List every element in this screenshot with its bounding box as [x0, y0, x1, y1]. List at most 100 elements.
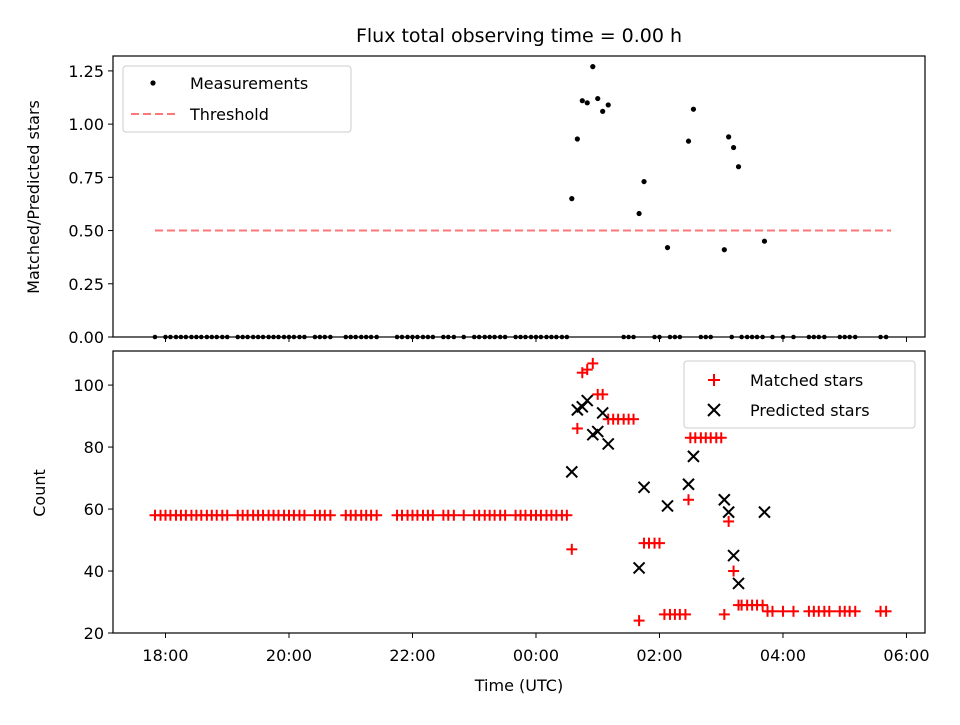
measurement-point	[761, 238, 768, 244]
bottom-x-tick-label: 02:00	[636, 646, 682, 665]
matched-star-point	[571, 422, 583, 434]
predicted-star-point	[591, 425, 604, 438]
matched-star-point	[324, 509, 336, 521]
matched-star-point	[221, 509, 233, 521]
bottom-x-tick-label: 20:00	[266, 646, 312, 665]
matched-star-point	[566, 543, 578, 555]
matched-star-point	[757, 599, 769, 611]
predicted-star-point	[581, 394, 594, 407]
bottom-y-tick-label: 80	[84, 438, 104, 457]
bottom-legend: Matched stars Predicted stars	[683, 360, 916, 429]
legend-matched-label: Matched stars	[750, 371, 863, 390]
legend-matched-marker	[708, 374, 720, 386]
legend-predicted-marker	[707, 403, 721, 417]
measurement-point	[605, 102, 611, 108]
measurement-point	[664, 244, 671, 251]
top-panel: Flux total observing time = 0.00 h 0.00 0…	[24, 25, 926, 347]
chart-title: Flux total observing time = 0.00 h	[356, 25, 682, 47]
predicted-star-point	[727, 549, 740, 562]
measurement-point	[636, 210, 642, 217]
predicted-star-point	[758, 505, 771, 519]
top-y-tick-label: 0.50	[68, 222, 104, 241]
bottom-x-tick-label: 06:00	[883, 646, 929, 665]
top-y-tick-label: 1.00	[68, 115, 104, 134]
bottom-x-tick-label: 22:00	[389, 646, 435, 665]
bottom-x-tick-label: 18:00	[142, 646, 188, 665]
matched-star-point	[448, 509, 460, 521]
measurement-point	[600, 108, 606, 114]
measurement-point	[685, 138, 692, 144]
predicted-star-point	[687, 450, 700, 463]
measurement-point	[574, 136, 580, 142]
bottom-x-tick-label: 00:00	[513, 646, 559, 665]
matched-star-point	[766, 605, 778, 617]
measurement-point	[595, 95, 601, 102]
measurement-point	[690, 106, 697, 112]
bottom-y-tick-label: 100	[73, 376, 104, 395]
top-y-tick-label: 0.75	[68, 168, 104, 187]
matched-star-point	[823, 605, 835, 617]
measurement-point	[735, 164, 742, 170]
predicted-star-point	[722, 505, 735, 519]
matched-star-point	[561, 509, 573, 521]
matched-star-point	[499, 509, 511, 521]
measurement-point	[721, 247, 727, 253]
matched-star-point	[298, 509, 310, 521]
bottom-x-tick-label: 04:00	[760, 646, 806, 665]
measurement-point	[584, 100, 590, 106]
legend-predicted-label: Predicted stars	[750, 401, 870, 420]
matched-star-point	[371, 509, 383, 521]
matched-star-point	[679, 608, 691, 620]
legend-threshold-label: Threshold	[189, 105, 269, 124]
bottom-axes-frame	[112, 350, 926, 634]
top-legend-box	[122, 65, 352, 133]
measurement-point	[569, 196, 575, 202]
matched-star-point	[728, 565, 740, 577]
predicted-star-point	[682, 478, 695, 491]
bottom-legend-box	[683, 360, 916, 429]
matched-star-point	[683, 494, 695, 506]
measurement-point	[579, 98, 585, 104]
matched-star-point	[733, 599, 745, 611]
matched-star-point	[787, 605, 799, 617]
bottom-y-axis-label: Count	[30, 469, 49, 517]
predicted-star-point	[718, 493, 731, 506]
top-y-tick-label: 0.25	[68, 275, 104, 294]
bottom-panel: 20 40 60 80 100 18:00 20:00 22:00 00:00 02:00 04:0…	[30, 350, 930, 695]
matched-star-point	[587, 357, 599, 369]
measurement-point	[641, 178, 647, 185]
top-y-tick-label: 0.00	[68, 328, 104, 347]
predicted-star-point	[565, 465, 579, 479]
x-axis-label: Time (UTC)	[474, 676, 563, 695]
matched-star-point	[458, 509, 470, 521]
predicted-star-point	[637, 481, 651, 494]
matched-star-point	[653, 537, 665, 549]
bottom-y-tick-label: 60	[84, 500, 104, 519]
matched-star-point	[633, 615, 645, 627]
matched-star-point	[880, 605, 892, 617]
matched-star-point	[427, 509, 439, 521]
bottom-y-tick-label: 40	[84, 562, 104, 581]
predicted-star-point	[732, 577, 745, 590]
top-y-axis-label: Matched/Predicted stars	[24, 100, 43, 294]
matched-star-point	[849, 605, 861, 617]
top-y-tick-label: 1.25	[68, 62, 104, 81]
matched-star-point	[597, 388, 609, 400]
matched-star-point	[715, 432, 727, 444]
matched-star-point	[628, 413, 640, 425]
measurement-point	[730, 144, 737, 151]
bottom-y-tick-label: 20	[84, 624, 104, 643]
measurement-point	[590, 64, 596, 70]
predicted-star-point	[632, 561, 646, 575]
legend-measurements-marker	[150, 80, 156, 86]
measurement-point	[726, 134, 732, 140]
predicted-star-point	[602, 437, 615, 451]
predicted-star-point	[596, 406, 609, 420]
matched-star-point	[777, 605, 789, 617]
matched-star-point	[581, 364, 593, 376]
top-legend: Measurements Threshold	[122, 65, 352, 133]
top-axes-frame	[112, 55, 926, 338]
legend-measurements-label: Measurements	[190, 74, 308, 93]
bottom-plot-area	[149, 357, 892, 627]
